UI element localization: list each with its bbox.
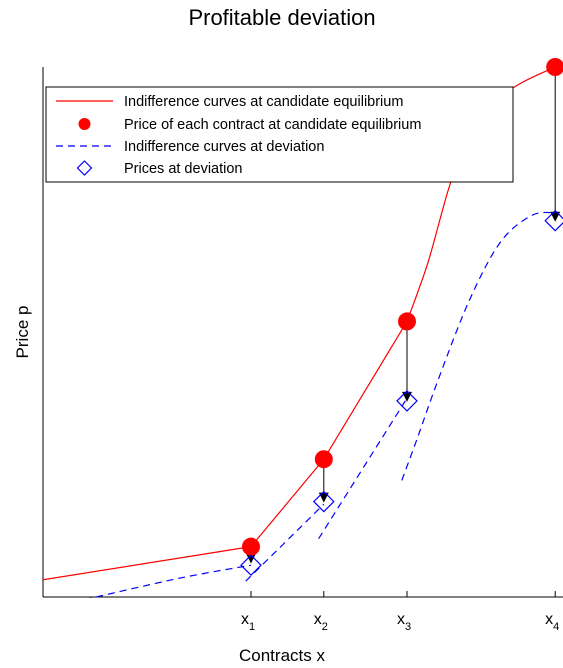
legend-swatch-4	[76, 160, 93, 176]
x-tick-label-2: x2	[314, 611, 328, 633]
arrowhead-3	[402, 391, 412, 402]
equilibrium-price-point-3	[398, 312, 416, 331]
deviation-curve-3	[318, 397, 408, 540]
legend-label-1: Indifference curves at candidate equilib…	[124, 94, 403, 110]
x-axis-label: Contracts x	[239, 646, 325, 665]
legend-label-2: Price of each contract at candidate equi…	[124, 117, 421, 133]
equilibrium-price-point-4	[546, 58, 563, 76]
arrow-layer	[246, 67, 561, 564]
axes	[42, 67, 563, 598]
legend-swatch-2	[78, 118, 91, 130]
deviation-price-point-2	[312, 490, 335, 513]
arrowhead-2	[318, 492, 329, 503]
deviation-price-point-4	[544, 209, 563, 232]
equilibrium-curve-3	[323, 321, 408, 460]
deviation-curve-1	[89, 564, 252, 598]
x-tick-label-3: x3	[397, 611, 411, 633]
chart-title: Profitable deviation	[188, 5, 375, 30]
legend: Indifference curves at candidate equilib…	[45, 86, 514, 183]
arrowhead-1	[246, 553, 256, 564]
deviation-price-point-1	[240, 554, 262, 577]
x-tick-label-1: x1	[241, 611, 255, 633]
marker-layer	[240, 58, 563, 577]
arrowhead-4	[550, 211, 561, 222]
legend-label-4: Prices at deviation	[124, 161, 242, 177]
deviation-curve-4	[401, 211, 556, 481]
equilibrium-curve-2	[250, 458, 325, 548]
equilibrium-price-point-2	[314, 450, 333, 469]
deviation-price-point-3	[396, 390, 418, 412]
equilibrium-price-point-1	[242, 537, 260, 556]
y-axis-label: Price p	[13, 306, 32, 359]
legend-label-3: Indifference curves at deviation	[124, 139, 324, 155]
x-tick-label-4: x4	[545, 611, 559, 633]
equilibrium-curve-1	[43, 546, 252, 581]
tick-layer: x1 x2 x3 x4	[241, 591, 559, 633]
legend-box	[45, 86, 514, 183]
deviation-curve-2	[245, 503, 325, 582]
